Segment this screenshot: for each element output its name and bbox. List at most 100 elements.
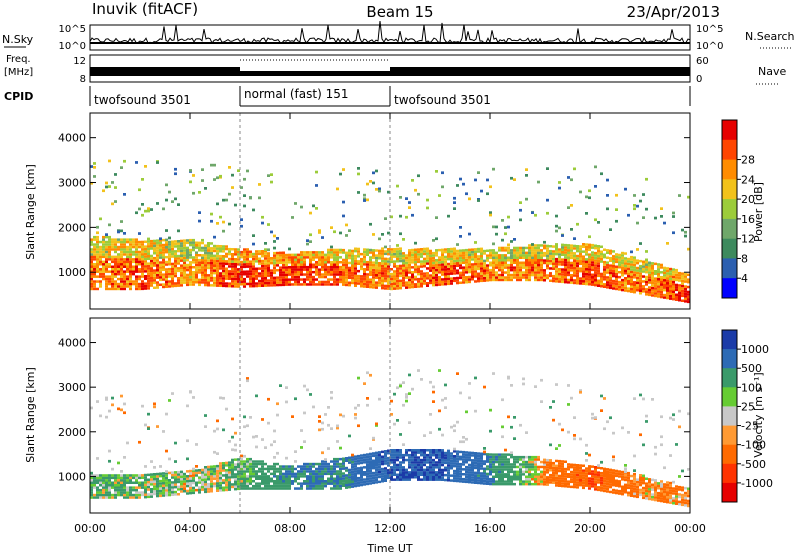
echo-cell	[594, 218, 597, 222]
echo-cell	[390, 478, 393, 481]
echo-cell	[414, 283, 417, 286]
echo-cell	[339, 457, 342, 461]
echo-cell	[534, 266, 537, 269]
echo-cell	[111, 484, 114, 487]
echo-cell	[537, 268, 540, 272]
echo-cell	[291, 470, 294, 473]
echo-cell	[120, 275, 123, 278]
echo-cell	[474, 466, 477, 470]
echo-cell	[93, 496, 96, 499]
echo-cell	[384, 274, 387, 278]
echo-cell	[342, 280, 345, 284]
echo-cell	[144, 209, 147, 213]
echo-cell	[453, 269, 456, 273]
echo-cell	[621, 283, 624, 287]
echo-cell	[303, 467, 306, 471]
echo-cell	[99, 481, 102, 484]
echo-cell	[210, 261, 213, 265]
echo-cell	[219, 481, 222, 485]
echo-cell	[318, 283, 321, 286]
echo-cell	[474, 262, 477, 266]
echo-cell	[345, 263, 348, 267]
echo-cell	[231, 468, 234, 471]
echo-cell	[195, 253, 198, 257]
echo-cell	[225, 245, 228, 248]
echo-cell	[375, 274, 378, 277]
echo-cell	[462, 249, 465, 252]
echo-cell	[423, 274, 426, 278]
echo-cell	[504, 271, 507, 274]
echo-cell	[273, 240, 276, 243]
echo-cell	[120, 229, 123, 233]
echo-cell	[216, 474, 219, 478]
echo-cell	[342, 263, 345, 267]
echo-cell	[609, 252, 612, 255]
echo-cell	[270, 257, 273, 260]
echo-cell	[504, 246, 507, 250]
echo-cell	[573, 167, 576, 171]
echo-cell	[468, 463, 471, 467]
echo-cell	[174, 269, 177, 273]
echo-cell	[165, 494, 168, 497]
echo-cell	[366, 275, 369, 279]
echo-cell	[294, 278, 297, 281]
echo-cell	[261, 279, 264, 283]
echo-cell	[117, 474, 120, 477]
echo-cell	[189, 479, 192, 483]
echo-cell	[174, 267, 177, 270]
echo-cell	[459, 226, 462, 229]
echo-cell	[462, 271, 465, 274]
echo-cell	[225, 469, 228, 472]
echo-cell	[270, 259, 273, 262]
echo-cell	[255, 465, 258, 468]
echo-cell	[636, 248, 639, 251]
echo-cell	[399, 254, 402, 258]
echo-cell	[240, 224, 243, 228]
echo-cell	[213, 163, 216, 167]
echo-cell	[447, 255, 450, 258]
echo-cell	[129, 486, 132, 489]
echo-cell	[582, 250, 585, 253]
echo-cell	[144, 478, 147, 482]
echo-cell	[411, 473, 414, 476]
echo-cell	[513, 463, 516, 466]
echo-cell	[378, 279, 381, 282]
echo-cell	[138, 255, 141, 259]
echo-cell	[363, 471, 366, 474]
echo-cell	[630, 250, 633, 254]
echo-cell	[411, 451, 414, 454]
echo-cell	[486, 458, 489, 461]
echo-cell	[162, 484, 165, 487]
echo-cell	[120, 253, 123, 256]
echo-cell	[516, 465, 519, 469]
echo-cell	[216, 487, 219, 490]
echo-cell	[423, 247, 426, 251]
echo-cell	[474, 255, 477, 258]
echo-cell	[435, 478, 438, 481]
echo-cell	[399, 269, 402, 273]
echo-cell	[132, 481, 135, 484]
echo-cell	[354, 254, 357, 258]
echo-cell	[411, 258, 414, 262]
echo-cell	[228, 250, 231, 253]
echo-cell	[396, 449, 399, 452]
echo-cell	[240, 268, 243, 271]
echo-cell	[564, 258, 567, 262]
echo-cell	[441, 171, 444, 175]
echo-cell	[105, 476, 108, 480]
echo-cell	[618, 256, 621, 259]
echo-cell	[108, 481, 111, 484]
echo-cell	[159, 239, 162, 242]
echo-cell	[669, 287, 672, 290]
echo-cell	[405, 396, 408, 399]
echo-cell	[684, 297, 687, 301]
echo-cell	[132, 250, 135, 254]
echo-cell	[459, 477, 462, 481]
echo-cell	[633, 288, 636, 291]
echo-cell	[375, 459, 378, 462]
echo-cell	[120, 258, 123, 261]
echo-cell	[192, 396, 195, 399]
echo-cell	[306, 242, 309, 246]
echo-cell	[228, 282, 231, 285]
echo-cell	[105, 263, 108, 266]
